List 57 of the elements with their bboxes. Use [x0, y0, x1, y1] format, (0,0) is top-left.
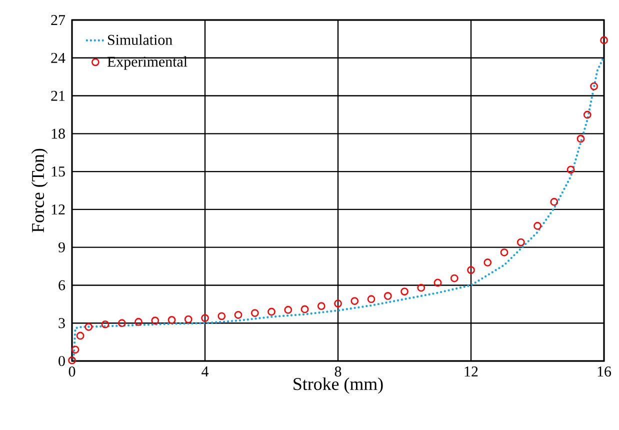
- point: [268, 308, 276, 316]
- point: [566, 166, 575, 174]
- point: [434, 278, 442, 287]
- legend-label: Experimental: [107, 56, 188, 70]
- x-tick-label: 12: [464, 366, 478, 376]
- line-series: [72, 56, 604, 360]
- point: [516, 238, 525, 246]
- point: [384, 292, 392, 300]
- point: [500, 248, 508, 256]
- legend-label: Simulation: [108, 34, 172, 45]
- x-axis-title: Stroke (mm): [294, 377, 383, 394]
- point: [134, 318, 142, 326]
- point: [84, 322, 93, 331]
- point: [484, 258, 492, 266]
- point: [234, 310, 242, 319]
- x-tick-label: 8: [334, 366, 342, 377]
- point: [600, 36, 608, 44]
- point: [76, 332, 84, 340]
- y-tick-label: 21: [51, 90, 65, 101]
- x-tick-label: 16: [598, 366, 612, 377]
- point: [417, 284, 426, 292]
- y-tick-label: 24: [51, 52, 66, 63]
- y-axis-title: Force (Ton): [31, 148, 48, 232]
- point: [218, 312, 226, 320]
- point: [450, 274, 458, 282]
- x-tick-label: 0: [68, 366, 76, 377]
- point: [467, 266, 475, 274]
- point: [334, 300, 342, 308]
- point: [284, 306, 292, 314]
- point: [300, 305, 309, 314]
- y-tick-label: 3: [58, 318, 65, 328]
- point: [201, 314, 209, 322]
- point: [590, 82, 598, 90]
- point: [118, 319, 126, 328]
- x-tick-label: 4: [202, 366, 208, 376]
- y-tick-label: 9: [58, 242, 65, 252]
- point: [168, 316, 176, 324]
- point: [184, 315, 192, 324]
- point: [71, 346, 80, 354]
- point: [350, 297, 359, 305]
- y-tick-label: 6: [58, 280, 66, 290]
- point: [367, 295, 376, 304]
- point: [250, 309, 259, 317]
- y-tick-label: 12: [52, 204, 65, 214]
- point: [317, 302, 326, 310]
- point: [576, 134, 585, 143]
- point: [101, 320, 110, 328]
- point: [400, 288, 408, 296]
- y-tick-label: 18: [52, 128, 65, 139]
- y-tick-label: 15: [52, 166, 65, 177]
- point: [68, 356, 76, 364]
- y-tick-label: 0: [58, 356, 65, 366]
- point: [583, 110, 592, 119]
- point: [550, 198, 558, 206]
- y-tick-label: 27: [51, 15, 66, 25]
- point: [151, 316, 160, 325]
- point: [534, 222, 542, 230]
